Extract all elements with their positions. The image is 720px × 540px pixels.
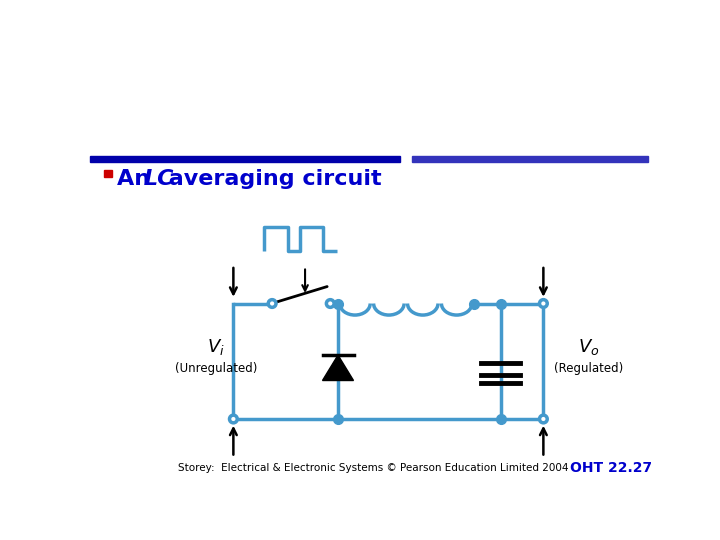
Circle shape xyxy=(269,300,276,307)
Bar xyxy=(412,156,648,162)
Text: OHT 22.27: OHT 22.27 xyxy=(570,461,652,475)
Circle shape xyxy=(230,415,238,423)
Text: averaging circuit: averaging circuit xyxy=(161,169,381,189)
Text: LC: LC xyxy=(143,169,174,189)
Text: $V_o$: $V_o$ xyxy=(577,338,599,357)
Circle shape xyxy=(539,300,547,307)
Circle shape xyxy=(326,300,334,307)
Bar xyxy=(104,170,112,177)
Text: $V_i$: $V_i$ xyxy=(207,338,225,357)
Text: Storey:  Electrical & Electronic Systems © Pearson Education Limited 2004: Storey: Electrical & Electronic Systems … xyxy=(178,463,568,473)
Circle shape xyxy=(539,415,547,423)
Bar xyxy=(90,156,400,162)
Text: (Unregulated): (Unregulated) xyxy=(175,362,258,375)
Text: An: An xyxy=(117,169,158,189)
Text: (Regulated): (Regulated) xyxy=(554,362,623,375)
Polygon shape xyxy=(323,355,354,381)
